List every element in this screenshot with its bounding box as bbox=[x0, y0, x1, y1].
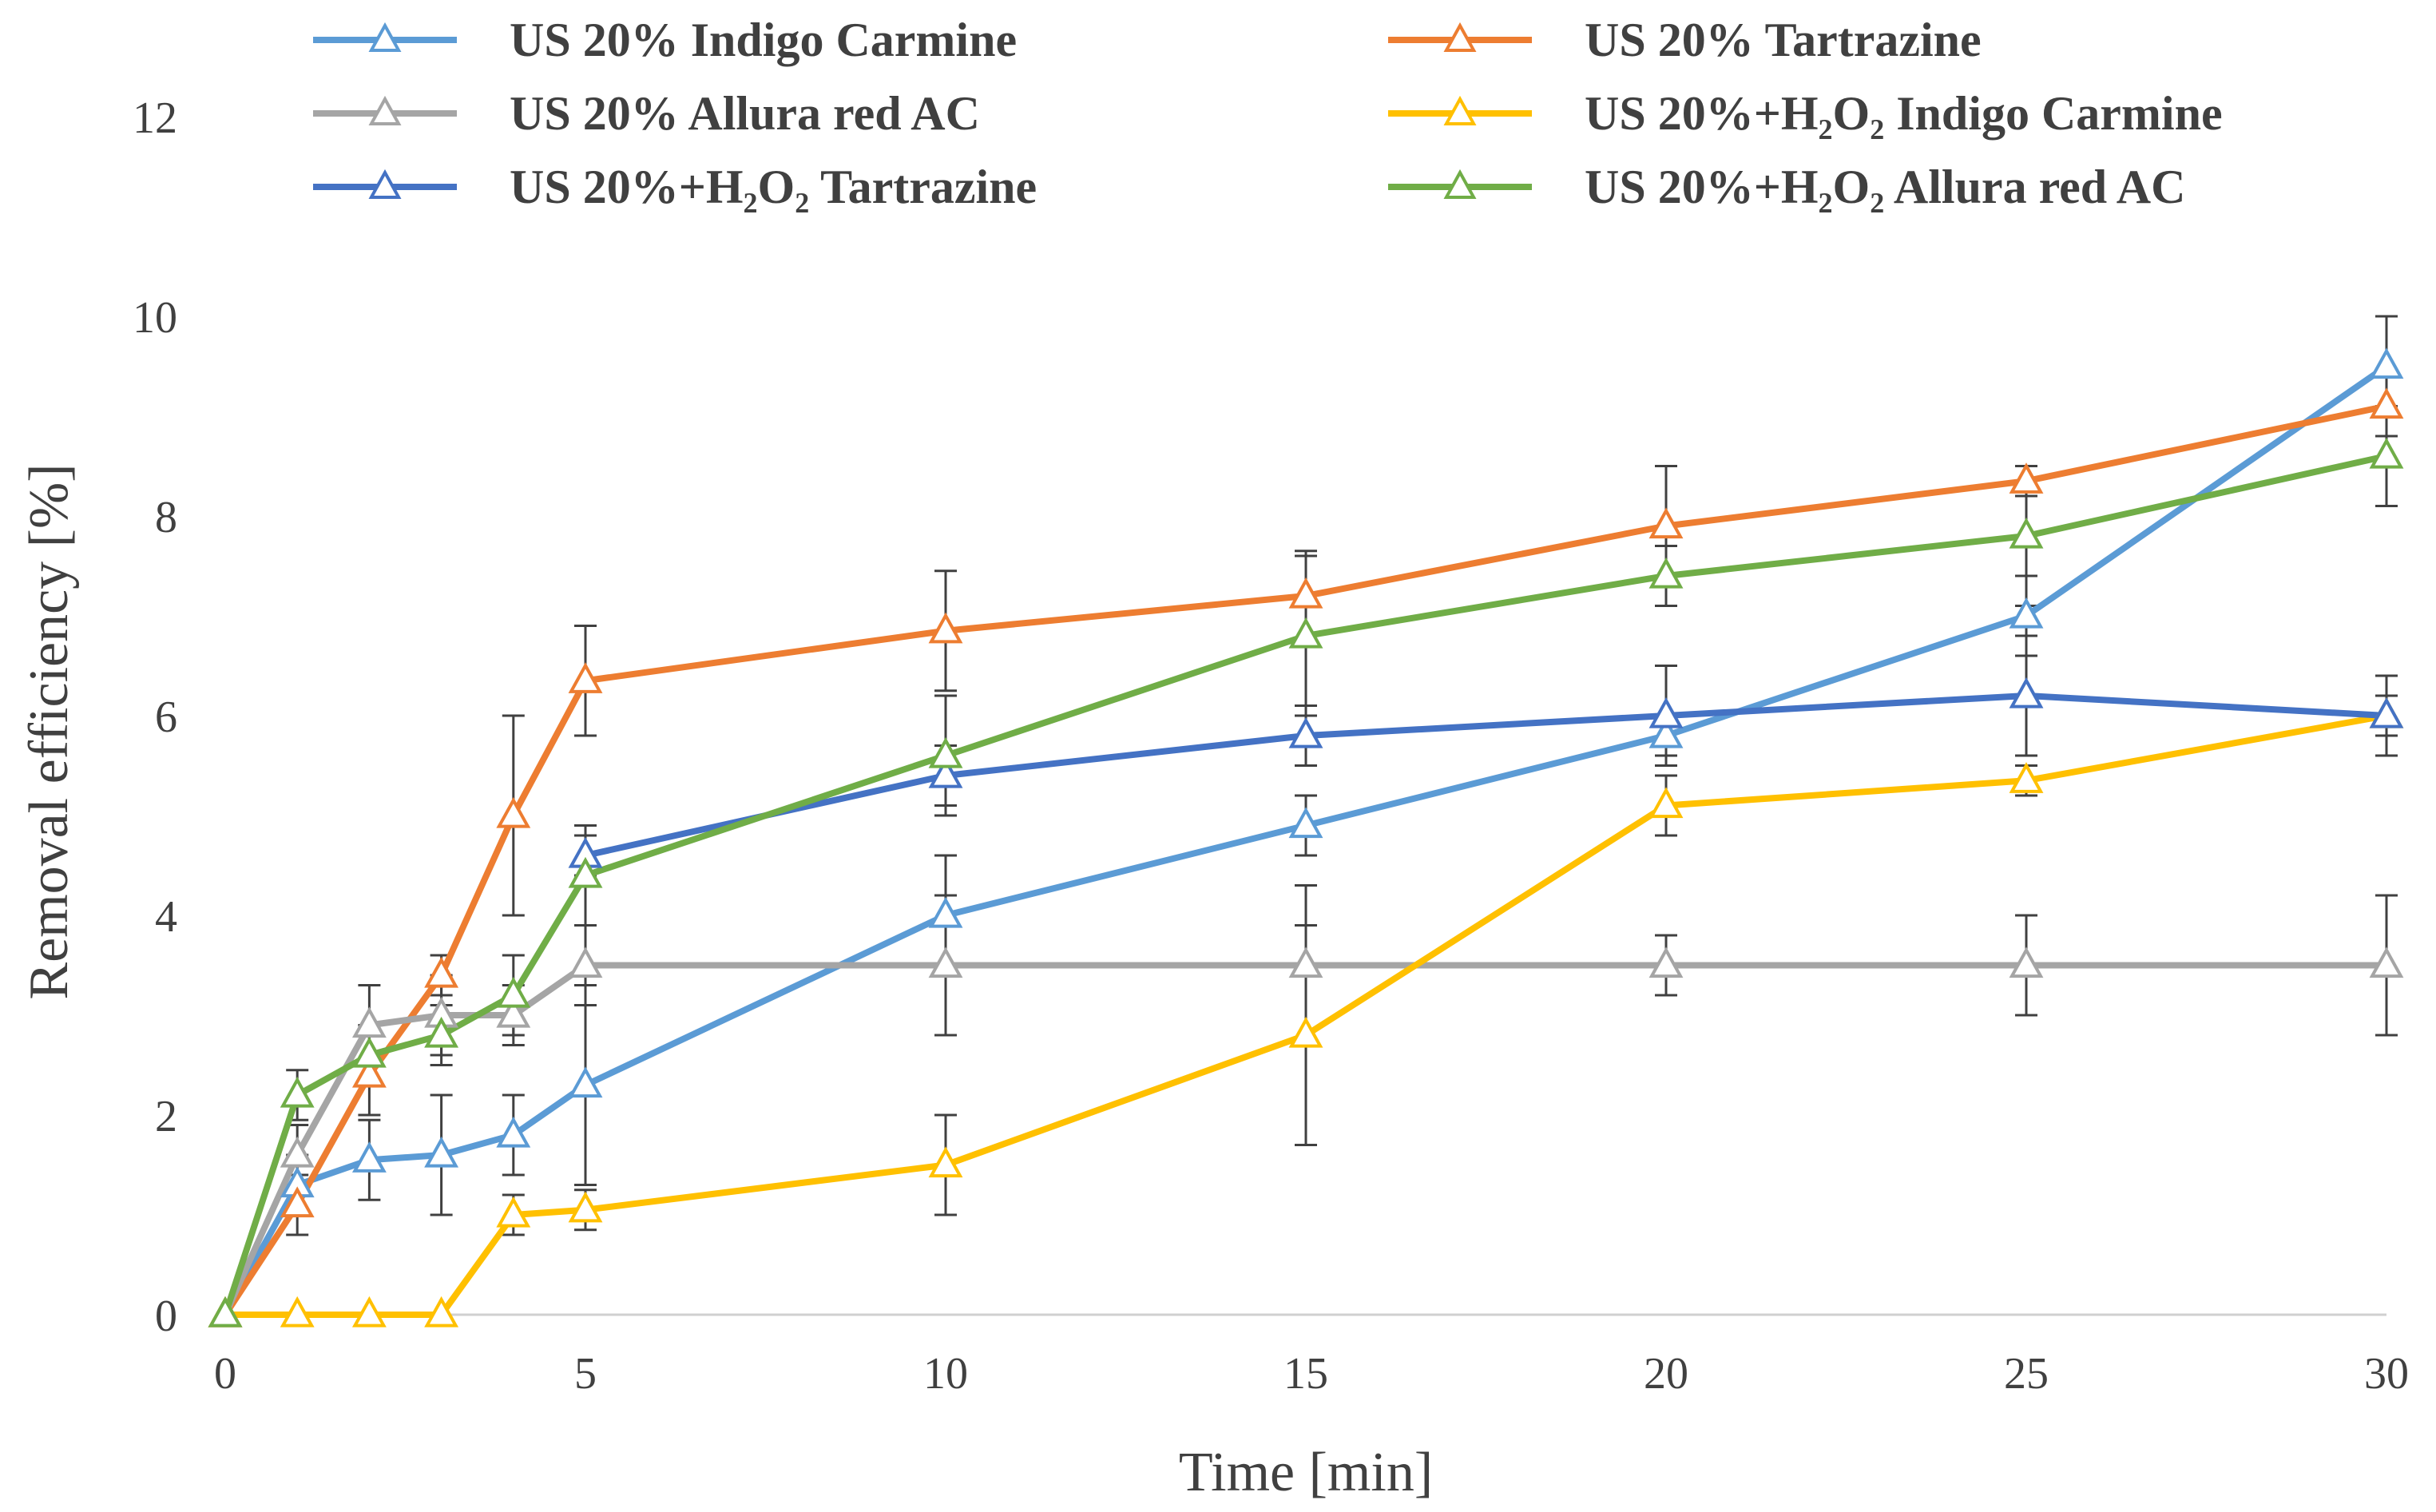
legend-item: US 20% Indigo Carmine bbox=[313, 14, 1017, 66]
data-point bbox=[2369, 696, 2404, 728]
data-point bbox=[1648, 696, 1684, 728]
data-point bbox=[351, 1056, 387, 1088]
x-tick-labels: 0 5 10 15 20 25 30 bbox=[214, 1349, 2409, 1399]
data-point bbox=[568, 856, 603, 888]
data-point bbox=[568, 946, 603, 978]
y-tick-label: 10 bbox=[133, 293, 177, 343]
legend-marker bbox=[1443, 169, 1477, 199]
y-tick-label: 4 bbox=[155, 892, 177, 942]
x-axis-title: Time [min] bbox=[1179, 1442, 1433, 1503]
data-point bbox=[1288, 716, 1323, 748]
y-tick-label: 2 bbox=[155, 1092, 177, 1141]
data-point bbox=[928, 612, 963, 644]
series-line bbox=[585, 693, 2387, 859]
data-point bbox=[1288, 1016, 1323, 1048]
data-point bbox=[1288, 577, 1323, 609]
data-point bbox=[568, 1191, 603, 1223]
y-tick-label: 8 bbox=[155, 493, 177, 542]
y-tick-label: 0 bbox=[155, 1292, 177, 1341]
x-tick-label: 15 bbox=[1283, 1349, 1328, 1399]
legend-marker bbox=[368, 169, 402, 199]
y-tick-label: 6 bbox=[155, 693, 177, 742]
x-tick-label: 10 bbox=[923, 1349, 968, 1399]
legend-marker bbox=[368, 95, 402, 125]
data-point bbox=[928, 736, 963, 768]
data-point bbox=[351, 1296, 387, 1327]
data-point bbox=[280, 1186, 315, 1218]
data-point bbox=[2369, 347, 2404, 379]
data-point bbox=[496, 796, 531, 828]
legend-label: US 20% Allura red AC bbox=[510, 87, 980, 140]
data-point bbox=[928, 756, 963, 788]
data-point bbox=[424, 1136, 459, 1168]
data-point bbox=[1288, 946, 1323, 978]
data-point bbox=[1648, 507, 1684, 539]
data-point bbox=[2369, 946, 2404, 978]
legend-label: US 20%+H₂O₂ Allura red AC bbox=[1585, 161, 2185, 213]
x-tick-label: 0 bbox=[214, 1349, 236, 1399]
data-point bbox=[2009, 517, 2044, 549]
legend-label: US 20% Indigo Carmine bbox=[510, 14, 1017, 66]
plot-area bbox=[208, 315, 2404, 1327]
series-line bbox=[222, 403, 2387, 1317]
y-axis-title: Removal efficiency [%] bbox=[18, 463, 80, 999]
data-point bbox=[2369, 437, 2404, 469]
data-point bbox=[2009, 946, 2044, 978]
x-tick-label: 30 bbox=[2364, 1349, 2409, 1399]
data-point bbox=[1648, 557, 1684, 589]
data-point bbox=[2009, 597, 2044, 629]
series-markers bbox=[208, 347, 2404, 1327]
data-point bbox=[568, 1066, 603, 1098]
data-point bbox=[424, 956, 459, 988]
error-bars bbox=[286, 315, 2398, 1236]
legend-label: US 20%+H₂O₂ Indigo Carmine bbox=[1585, 87, 2223, 140]
legend-label: US 20%+H₂O₂ Tartrazine bbox=[510, 161, 1037, 213]
legend-marker bbox=[1443, 95, 1477, 125]
data-point bbox=[928, 1146, 963, 1178]
data-point bbox=[1648, 787, 1684, 819]
data-point bbox=[1288, 617, 1323, 649]
data-point bbox=[496, 996, 531, 1028]
legend-item: US 20%+H₂O₂ Indigo Carmine bbox=[1388, 87, 2223, 140]
x-tick-label: 25 bbox=[2004, 1349, 2049, 1399]
legend-marker bbox=[1443, 22, 1477, 52]
data-point bbox=[424, 1016, 459, 1048]
data-point bbox=[351, 1141, 387, 1173]
legend-label: US 20% Tartrazine bbox=[1585, 14, 1982, 66]
x-tick-label: 20 bbox=[1644, 1349, 1688, 1399]
y-tick-labels: 0 2 4 6 8 10 12 bbox=[133, 93, 177, 1341]
legend-item: US 20%+H₂O₂ Tartrazine bbox=[313, 161, 1037, 213]
y-tick-label: 12 bbox=[133, 93, 177, 143]
data-point bbox=[1648, 716, 1684, 748]
data-point bbox=[568, 662, 603, 693]
legend-item: US 20% Allura red AC bbox=[313, 87, 980, 140]
data-point bbox=[2009, 762, 2044, 793]
data-point bbox=[351, 1036, 387, 1068]
legend-item: US 20%+H₂O₂ Allura red AC bbox=[1388, 161, 2185, 213]
data-point bbox=[2369, 387, 2404, 419]
data-point bbox=[2009, 677, 2044, 708]
data-point bbox=[496, 976, 531, 1008]
data-point bbox=[928, 946, 963, 978]
data-point bbox=[1648, 946, 1684, 978]
legend-item: US 20% Tartrazine bbox=[1388, 14, 1982, 66]
data-point bbox=[496, 1196, 531, 1228]
legend-marker bbox=[368, 22, 402, 52]
data-point bbox=[1288, 807, 1323, 839]
data-point bbox=[424, 1296, 459, 1327]
data-point bbox=[280, 1076, 315, 1108]
data-point bbox=[280, 1296, 315, 1327]
data-point bbox=[2009, 462, 2044, 494]
data-point bbox=[280, 1136, 315, 1168]
x-tick-label: 5 bbox=[574, 1349, 597, 1399]
data-point bbox=[208, 1296, 243, 1327]
data-point bbox=[351, 1006, 387, 1038]
data-point bbox=[928, 896, 963, 928]
chart-legend: US 20% Indigo Carmine US 20% Tartrazine US… bbox=[313, 14, 2223, 213]
data-point bbox=[496, 1116, 531, 1148]
